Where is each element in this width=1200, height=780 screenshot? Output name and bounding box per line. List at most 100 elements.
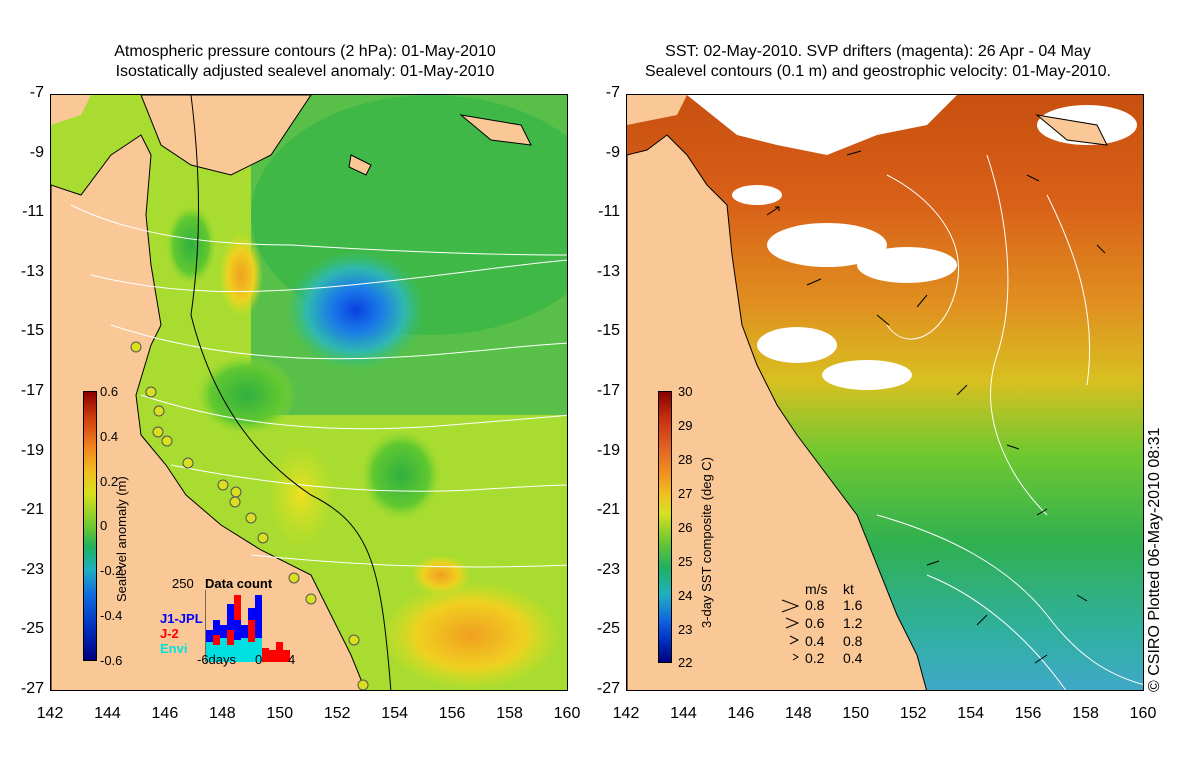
left-title-line1: Atmospheric pressure contours (2 hPa): 0…: [114, 43, 496, 60]
left-x-tick-label: 144: [94, 705, 121, 722]
right-x-tick-label: 156: [1014, 705, 1042, 722]
pressure-contour-6: [250, 554, 567, 568]
velocity-row-3-kt: 0.4: [843, 650, 863, 666]
right-y-tick-label: -17: [596, 382, 620, 399]
right-y-tick-label: -15: [596, 322, 620, 340]
data-count-ymax: 250: [172, 576, 194, 591]
sealevel-anomaly-map[interactable]: [50, 94, 568, 691]
data-count-inset: 250 Data count J1-JPL J-2 Envi -6days 0 …: [160, 576, 300, 667]
sealevel-map-svg: [51, 95, 567, 690]
papua-new-guinea-land: [140, 95, 312, 176]
left-x-tick-label: 156: [438, 705, 466, 722]
left-x-tick-label: 160: [553, 705, 581, 722]
data-count-xlabel-0: -6days: [197, 652, 237, 667]
sst-tick-4: 26: [678, 520, 693, 535]
orange-blob-1: [219, 233, 263, 317]
sst-tick-2: 28: [678, 452, 693, 467]
bars: [206, 595, 290, 662]
australia-land-right: [627, 134, 927, 690]
pressure-contour-5: [170, 464, 567, 492]
sealevel-low-blob: [286, 250, 426, 370]
left-x-tick-label: 150: [266, 705, 294, 722]
velocity-row-1-ms: 0.6: [805, 615, 825, 631]
sst-tick-3: 27: [678, 486, 693, 501]
australia-land: [51, 134, 366, 690]
right-y-tick-label: -19: [596, 441, 620, 459]
velocity-row-0-kt: 1.6: [843, 597, 863, 613]
left-x-tick-label: 146: [151, 705, 179, 722]
left-x-tick-label: 142: [36, 705, 64, 722]
velocity-row-0-ms: 0.8: [805, 597, 825, 613]
sst-colorbar: [658, 391, 672, 663]
sst-tick-6: 24: [678, 588, 693, 603]
right-x-tick-label: 158: [1072, 705, 1099, 722]
data-count-xlabel-1: 0: [255, 652, 263, 667]
left-y-tick-label: -7: [29, 84, 44, 101]
island-small-1: [348, 154, 372, 176]
orange-blob-3: [411, 555, 471, 595]
right-x-tick-label: 144: [670, 705, 697, 722]
solomon-islands: [459, 114, 532, 146]
bathymetry-line: [190, 95, 392, 690]
green-blob-1: [166, 205, 216, 285]
left-x-tick-label: 152: [323, 705, 351, 722]
sealevel-tick-0: 0.6: [100, 384, 119, 399]
right-y-tick-label: -7: [605, 84, 620, 101]
right-y-tick-label: -21: [596, 501, 620, 519]
velocity-row-3-ms: 0.2: [805, 650, 825, 666]
sst-map[interactable]: [626, 94, 1144, 691]
right-x-tick-label: 150: [842, 705, 870, 722]
right-y-tick-label: -9: [605, 143, 620, 161]
right-y-tick-label: -11: [598, 203, 620, 221]
left-x-tick-label: 148: [208, 705, 236, 722]
data-count-title: Data count: [205, 576, 273, 591]
legend-j1-jpl: J1-JPL: [160, 611, 203, 626]
top-left-land: [51, 95, 91, 125]
sst-colorbar-label: 3-day SST composite (deg C): [699, 457, 714, 628]
pressure-contour-4: [140, 394, 567, 430]
left-y-tick-label: -23: [20, 560, 44, 578]
left-y-tick-label: -25: [20, 620, 44, 638]
left-title-line2: Isostatically adjusted sealevel anomaly:…: [115, 63, 495, 80]
right-x-tick-label: 160: [1129, 705, 1157, 722]
geostrophic-velocity-arrows: [766, 150, 1106, 664]
right-x-tick-label: 146: [727, 705, 755, 722]
right-x-tick-label: 152: [899, 705, 927, 722]
velocity-row-2-kt: 0.8: [843, 633, 863, 649]
velocity-row-1-kt: 1.2: [843, 615, 863, 631]
right-y-tick-label: -25: [596, 620, 620, 638]
sealevel-tick-1: 0.4: [100, 429, 119, 444]
left-y-tick-label: -17: [20, 382, 44, 399]
right-x-tick-label: 148: [784, 705, 812, 722]
sealevel-colorbar-label: Sealevel anomaly (m): [114, 476, 129, 602]
sealevel-tick-2: 0.2: [100, 474, 119, 489]
legend-j2: J-2: [160, 626, 179, 641]
sst-map-svg: [627, 95, 1143, 690]
top-left-land-right: [627, 95, 687, 125]
orange-blob-2: [381, 580, 561, 690]
left-x-tick-label: 154: [381, 705, 408, 722]
right-x-tick-label: 142: [612, 705, 640, 722]
data-count-bars: [205, 590, 290, 662]
right-title-line1: SST: 02-May-2010. SVP drifters (magenta)…: [665, 43, 1091, 60]
sealevel-tick-6: -0.6: [100, 653, 123, 668]
yellow-blob-1: [266, 440, 336, 550]
right-y-tick-label: -27: [596, 680, 620, 697]
velocity-header-ms: m/s: [805, 581, 828, 597]
velocity-arrow-glyphs: [781, 599, 800, 661]
sst-tick-5: 25: [678, 554, 693, 569]
sst-tick-7: 23: [678, 622, 693, 637]
left-y-tick-label: -21: [20, 501, 44, 519]
sealevel-colorbar: [83, 391, 97, 661]
csiro-credit: © CSIRO Plotted 06-May-2010 08:31: [1146, 427, 1163, 692]
sealevel-tick-4: -0.2: [100, 563, 123, 578]
right-title-line2: Sealevel contours (0.1 m) and geostrophi…: [644, 63, 1111, 80]
velocity-legend: m/s kt 0.8 1.6 0.6 1.2 0.4 0.8 0.2 0.4: [780, 581, 880, 666]
green-blob-3: [361, 430, 441, 520]
left-map-title: Atmospheric pressure contours (2 hPa): 0…: [40, 42, 570, 82]
sealevel-tick-5: -0.4: [100, 608, 123, 623]
velocity-header-kt: kt: [843, 581, 854, 597]
sst-tick-1: 29: [678, 418, 693, 433]
sst-tick-0: 30: [678, 384, 693, 399]
left-y-tick-label: -13: [20, 262, 44, 280]
